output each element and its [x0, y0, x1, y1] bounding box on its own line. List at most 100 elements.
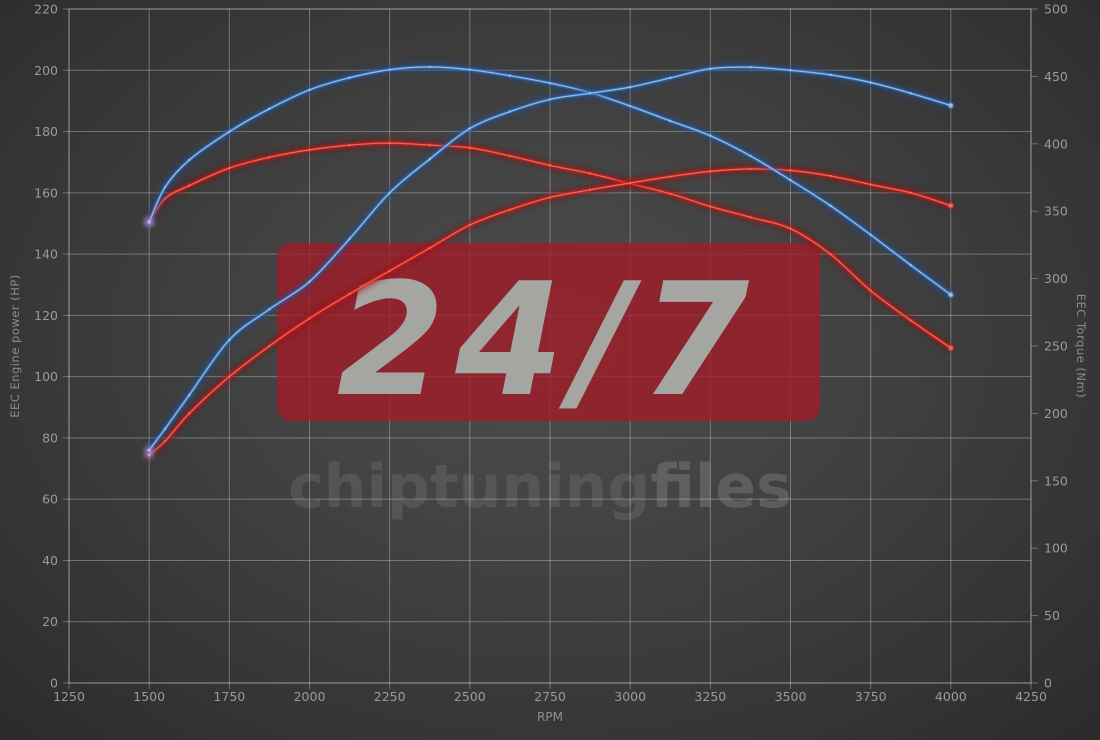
data-point: [829, 253, 832, 256]
x-axis-tick-label: 3000: [614, 689, 646, 704]
data-point: [388, 191, 391, 195]
data-point: [348, 76, 351, 79]
x-axis-tick-label: 1750: [213, 689, 245, 704]
curve-end-point: [949, 293, 953, 297]
data-point: [588, 92, 592, 95]
data-point: [468, 127, 472, 130]
data-point: [188, 412, 191, 415]
x-axis-tick-label: 1250: [53, 689, 85, 704]
data-point: [164, 197, 167, 200]
data-point: [164, 427, 167, 430]
x-axis-tick-label: 2750: [534, 689, 566, 704]
data-point: [188, 158, 191, 162]
left-axis-title: EEC Engine power (HP): [8, 274, 22, 418]
data-point: [829, 73, 832, 77]
data-point: [669, 76, 672, 80]
watermark-chiptuning-text: chiptuning: [288, 452, 650, 522]
x-axis-tick-label: 3250: [694, 689, 726, 704]
red-torque-curve: [145, 139, 955, 352]
data-point: [268, 308, 271, 311]
left-axis-tick-label: 200: [34, 63, 58, 78]
data-point: [308, 148, 311, 152]
left-axis-tick-label: 120: [34, 308, 58, 323]
data-point: [388, 269, 391, 273]
data-point: [869, 183, 872, 186]
left-axis-tick-label: 80: [42, 430, 58, 445]
data-point: [669, 119, 672, 123]
right-axis-tick-label: 100: [1044, 541, 1068, 556]
data-point: [268, 344, 271, 348]
data-point: [348, 237, 351, 240]
curve-start-point: [147, 220, 151, 224]
x-axis-title: RPM: [537, 710, 563, 724]
x-axis-tick-label: 2500: [454, 689, 486, 704]
x-axis-tick-label: 1500: [133, 689, 165, 704]
data-point: [749, 167, 752, 171]
data-point: [749, 154, 752, 158]
data-point: [348, 292, 351, 296]
right-axis-tick-label: 500: [1044, 2, 1068, 17]
right-axis-tick-label: 250: [1044, 339, 1068, 354]
curve-core: [148, 66, 952, 296]
data-point: [308, 88, 311, 92]
left-axis-tick-label: 160: [34, 185, 58, 200]
data-point: [428, 246, 431, 250]
data-point: [909, 263, 912, 267]
data-point: [508, 154, 512, 158]
data-point: [628, 181, 632, 185]
left-axis-tick-label: 140: [34, 247, 58, 262]
data-point: [709, 205, 712, 208]
data-point: [869, 233, 872, 236]
watermark-files-text: files: [650, 452, 791, 522]
data-point: [188, 393, 191, 397]
left-axis-tick-label: 20: [42, 614, 58, 629]
right-axis-tick-label: 150: [1044, 473, 1068, 488]
curve-end-point: [949, 204, 953, 208]
data-point: [468, 146, 472, 150]
data-point: [164, 439, 167, 443]
data-point: [669, 192, 672, 195]
right-axis-tick-label: 300: [1044, 271, 1068, 286]
data-point: [588, 172, 592, 175]
data-point: [829, 204, 832, 208]
data-point: [388, 68, 391, 71]
curve-end-point: [949, 104, 953, 107]
data-point: [869, 289, 872, 292]
data-point: [268, 107, 271, 110]
data-point: [789, 227, 792, 230]
watermark-24-7: 24/7: [337, 249, 760, 431]
curve-core: [148, 66, 952, 451]
data-point: [709, 134, 712, 137]
data-point: [468, 223, 472, 227]
data-point: [308, 317, 311, 320]
right-axis-tick-label: 200: [1044, 406, 1068, 421]
data-point: [508, 208, 512, 211]
left-axis-tick-label: 0: [50, 676, 58, 691]
plot-border: [68, 8, 1032, 684]
right-axis-tick-label: 450: [1044, 69, 1068, 84]
data-point: [548, 98, 552, 101]
right-axis-tick-label: 350: [1044, 204, 1068, 219]
curve-core: [148, 142, 952, 349]
data-point: [548, 164, 552, 167]
left-axis-tick-label: 60: [42, 492, 58, 507]
data-point: [749, 66, 752, 69]
data-point: [909, 319, 912, 322]
data-point: [188, 184, 191, 187]
watermark-chiptuningfiles: chiptuningfiles: [288, 452, 792, 522]
data-point: [268, 156, 271, 159]
data-point: [388, 141, 391, 145]
blue-torque-curve: [145, 63, 955, 299]
axis-tick-labels: 0 20 40 60 80 100 120 140 160 180 200 220 0 50 100 150 2…: [34, 2, 1068, 705]
x-axis-tick-label: 4000: [935, 689, 967, 704]
x-axis-tick-label: 3750: [855, 689, 887, 704]
data-point: [228, 130, 231, 133]
data-point: [628, 85, 632, 89]
power-torque-curves: [145, 63, 955, 459]
curve-core: [148, 168, 952, 456]
data-point: [909, 191, 912, 195]
data-point: [228, 338, 231, 342]
data-point: [869, 81, 872, 84]
